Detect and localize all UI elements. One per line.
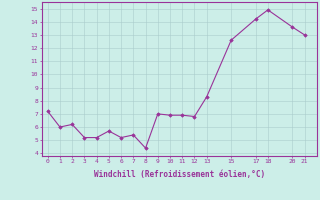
X-axis label: Windchill (Refroidissement éolien,°C): Windchill (Refroidissement éolien,°C): [94, 170, 265, 179]
